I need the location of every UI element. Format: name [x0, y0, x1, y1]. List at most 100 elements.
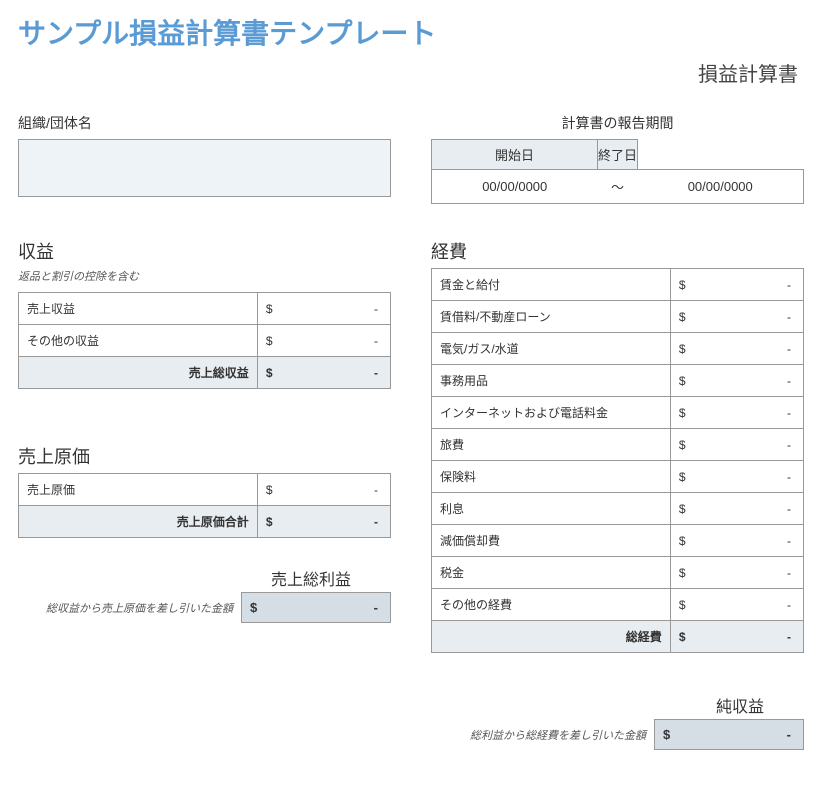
row-value[interactable]: -: [694, 589, 804, 621]
table-row: インターネットおよび電話料金 $ -: [432, 397, 804, 429]
expenses-table: 賃金と給付 $ - 賃借料/不動産ローン $ - 電気/ガス/水道 $ - 事務…: [431, 268, 804, 653]
table-row: 賃借料/不動産ローン $ -: [432, 301, 804, 333]
expenses-title: 経費: [431, 238, 804, 264]
row-value[interactable]: -: [694, 269, 804, 301]
row-currency: $: [257, 506, 280, 538]
revenue-title: 収益: [18, 238, 391, 264]
cogs-table: 売上原価 $ - 売上原価合計 $ -: [18, 473, 391, 538]
row-value[interactable]: -: [694, 557, 804, 589]
net-summary: 純収益 総利益から総経費を差し引いた金額 $ -: [431, 693, 804, 750]
table-row: 事務用品 $ -: [432, 365, 804, 397]
gross-note: 総収益から売上原価を差し引いた金額: [46, 600, 233, 616]
table-row: その他の経費 $ -: [432, 589, 804, 621]
period-table: 開始日 終了日 00/00/0000 〜 00/00/0000: [431, 139, 804, 204]
row-currency: $: [257, 293, 280, 325]
row-currency: $: [670, 461, 693, 493]
net-currency: $: [655, 720, 678, 749]
right-column: 経費 賃金と給付 $ - 賃借料/不動産ローン $ - 電気/ガス/水道 $ -…: [431, 204, 804, 750]
table-row: 利息 $ -: [432, 493, 804, 525]
row-currency: $: [670, 269, 693, 301]
row-value[interactable]: -: [694, 301, 804, 333]
net-note: 総利益から総経費を差し引いた金額: [470, 727, 646, 743]
table-row: 電気/ガス/水道 $ -: [432, 333, 804, 365]
row-label: 売上収益: [19, 293, 258, 325]
net-value: -: [678, 720, 803, 749]
row-value: -: [281, 357, 391, 389]
row-label: 売上原価合計: [19, 506, 258, 538]
row-label: 賃借料/不動産ローン: [432, 301, 671, 333]
row-currency: $: [670, 333, 693, 365]
row-label: 電気/ガス/水道: [432, 333, 671, 365]
table-row: 売上収益 $ -: [19, 293, 391, 325]
gross-value: -: [265, 593, 390, 622]
row-value[interactable]: -: [281, 293, 391, 325]
cogs-title: 売上原価: [18, 443, 391, 469]
subtitle: 損益計算書: [18, 58, 798, 87]
gross-value-box: $ -: [241, 592, 391, 623]
expenses-total-row: 総経費 $ -: [432, 621, 804, 653]
revenue-note: 返品と割引の控除を含む: [18, 268, 391, 284]
row-value[interactable]: -: [694, 525, 804, 557]
row-currency: $: [670, 397, 693, 429]
row-currency: $: [257, 325, 280, 357]
row-label: その他の収益: [19, 325, 258, 357]
period-start-input[interactable]: 00/00/0000: [432, 170, 598, 204]
period-tilde: 〜: [598, 170, 638, 204]
row-value[interactable]: -: [694, 397, 804, 429]
row-currency: $: [670, 589, 693, 621]
row-label: 利息: [432, 493, 671, 525]
table-row: 保険料 $ -: [432, 461, 804, 493]
row-label: 賃金と給付: [432, 269, 671, 301]
table-row: 賃金と給付 $ -: [432, 269, 804, 301]
row-currency: $: [670, 525, 693, 557]
revenue-table: 売上収益 $ - その他の収益 $ - 売上総収益 $ -: [18, 292, 391, 389]
period-end-header: 終了日: [598, 140, 638, 170]
row-value[interactable]: -: [694, 429, 804, 461]
row-currency: $: [670, 365, 693, 397]
row-value[interactable]: -: [694, 333, 804, 365]
row-label: インターネットおよび電話料金: [432, 397, 671, 429]
row-value[interactable]: -: [694, 493, 804, 525]
period-start-header: 開始日: [432, 140, 598, 170]
row-label: 保険料: [432, 461, 671, 493]
row-currency: $: [670, 301, 693, 333]
row-value[interactable]: -: [694, 365, 804, 397]
row-label: 事務用品: [432, 365, 671, 397]
org-label: 組織/団体名: [18, 113, 391, 133]
page-title: サンプル損益計算書テンプレート: [18, 12, 804, 52]
row-label: 総経費: [432, 621, 671, 653]
row-value: -: [281, 506, 391, 538]
row-label: 売上原価: [19, 474, 258, 506]
left-column: 収益 返品と割引の控除を含む 売上収益 $ - その他の収益 $ - 売上総収益…: [18, 204, 391, 750]
row-currency: $: [670, 621, 693, 653]
row-label: 減価償却費: [432, 525, 671, 557]
row-value[interactable]: -: [281, 474, 391, 506]
org-input[interactable]: [18, 139, 391, 197]
row-currency: $: [670, 493, 693, 525]
table-row: 税金 $ -: [432, 557, 804, 589]
revenue-total-row: 売上総収益 $ -: [19, 357, 391, 389]
gross-title: 売上総利益: [18, 566, 391, 590]
gross-summary: 売上総利益 総収益から売上原価を差し引いた金額 $ -: [18, 566, 391, 623]
table-row: 売上原価 $ -: [19, 474, 391, 506]
row-currency: $: [257, 357, 280, 389]
row-value[interactable]: -: [281, 325, 391, 357]
net-value-box: $ -: [654, 719, 804, 750]
row-label: 税金: [432, 557, 671, 589]
table-row: その他の収益 $ -: [19, 325, 391, 357]
gross-currency: $: [242, 593, 265, 622]
top-row: 組織/団体名 計算書の報告期間 開始日 終了日 00/00/0000 〜 00/…: [18, 113, 804, 204]
row-value: -: [694, 621, 804, 653]
main-row: 収益 返品と割引の控除を含む 売上収益 $ - その他の収益 $ - 売上総収益…: [18, 204, 804, 750]
row-label: その他の経費: [432, 589, 671, 621]
row-currency: $: [257, 474, 280, 506]
table-row: 減価償却費 $ -: [432, 525, 804, 557]
row-value[interactable]: -: [694, 461, 804, 493]
table-row: 旅費 $ -: [432, 429, 804, 461]
row-currency: $: [670, 557, 693, 589]
period-label: 計算書の報告期間: [431, 113, 804, 133]
net-title: 純収益: [431, 693, 804, 717]
period-end-input[interactable]: 00/00/0000: [638, 170, 804, 204]
row-label: 旅費: [432, 429, 671, 461]
row-label: 売上総収益: [19, 357, 258, 389]
